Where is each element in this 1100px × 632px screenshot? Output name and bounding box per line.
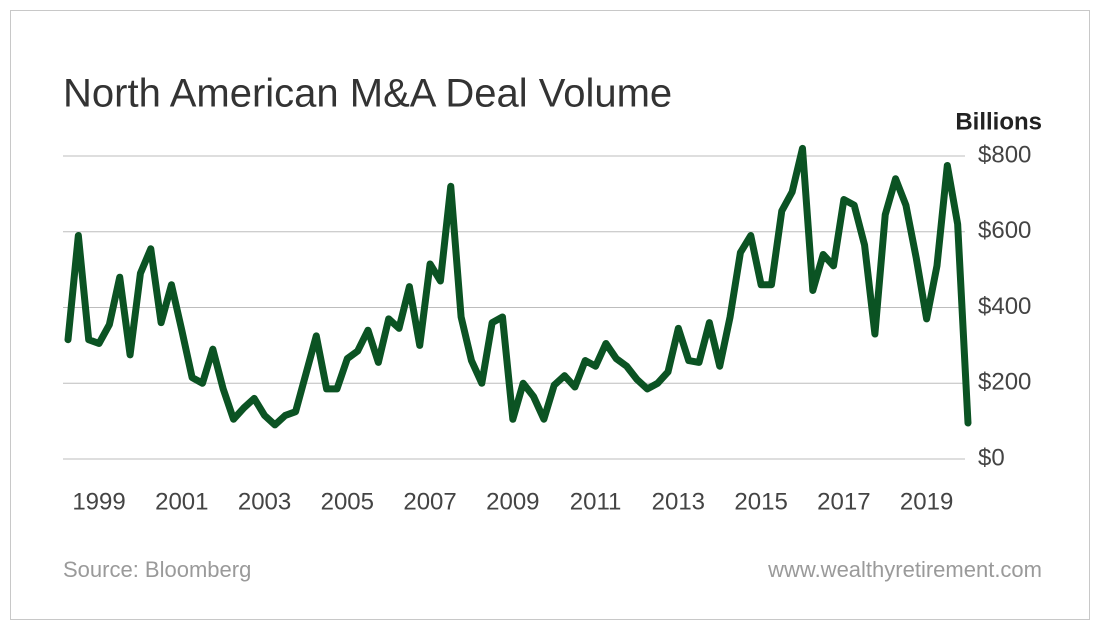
source: Source: Bloomberg — [63, 557, 251, 582]
y-tick-label: $200 — [978, 369, 1031, 396]
y-tick-label: $800 — [978, 141, 1031, 168]
x-tick-label: 2013 — [652, 488, 705, 515]
y-tick-label: $0 — [978, 444, 1005, 471]
x-tick-label: 2017 — [817, 488, 870, 515]
x-tick-label: 2007 — [403, 488, 456, 515]
x-tick-label: 2003 — [238, 488, 291, 515]
y-axis-label: Billions — [955, 108, 1042, 135]
chart-title: North American M&A Deal Volume — [63, 72, 672, 116]
y-tick-label: $600 — [978, 217, 1031, 244]
x-tick-label: 2011 — [570, 488, 622, 515]
x-tick-label: 2001 — [155, 488, 208, 515]
x-tick-label: 2005 — [321, 488, 374, 515]
data-line — [64, 144, 972, 429]
x-tick-label: 2019 — [900, 488, 953, 515]
x-tick-label: 2009 — [486, 488, 539, 515]
x-tick-label: 2015 — [734, 488, 787, 515]
x-tick-label: 1999 — [72, 488, 125, 515]
website: www.wealthyretirement.com — [767, 557, 1042, 582]
y-tick-label: $400 — [978, 293, 1031, 320]
card-border — [10, 10, 1090, 620]
